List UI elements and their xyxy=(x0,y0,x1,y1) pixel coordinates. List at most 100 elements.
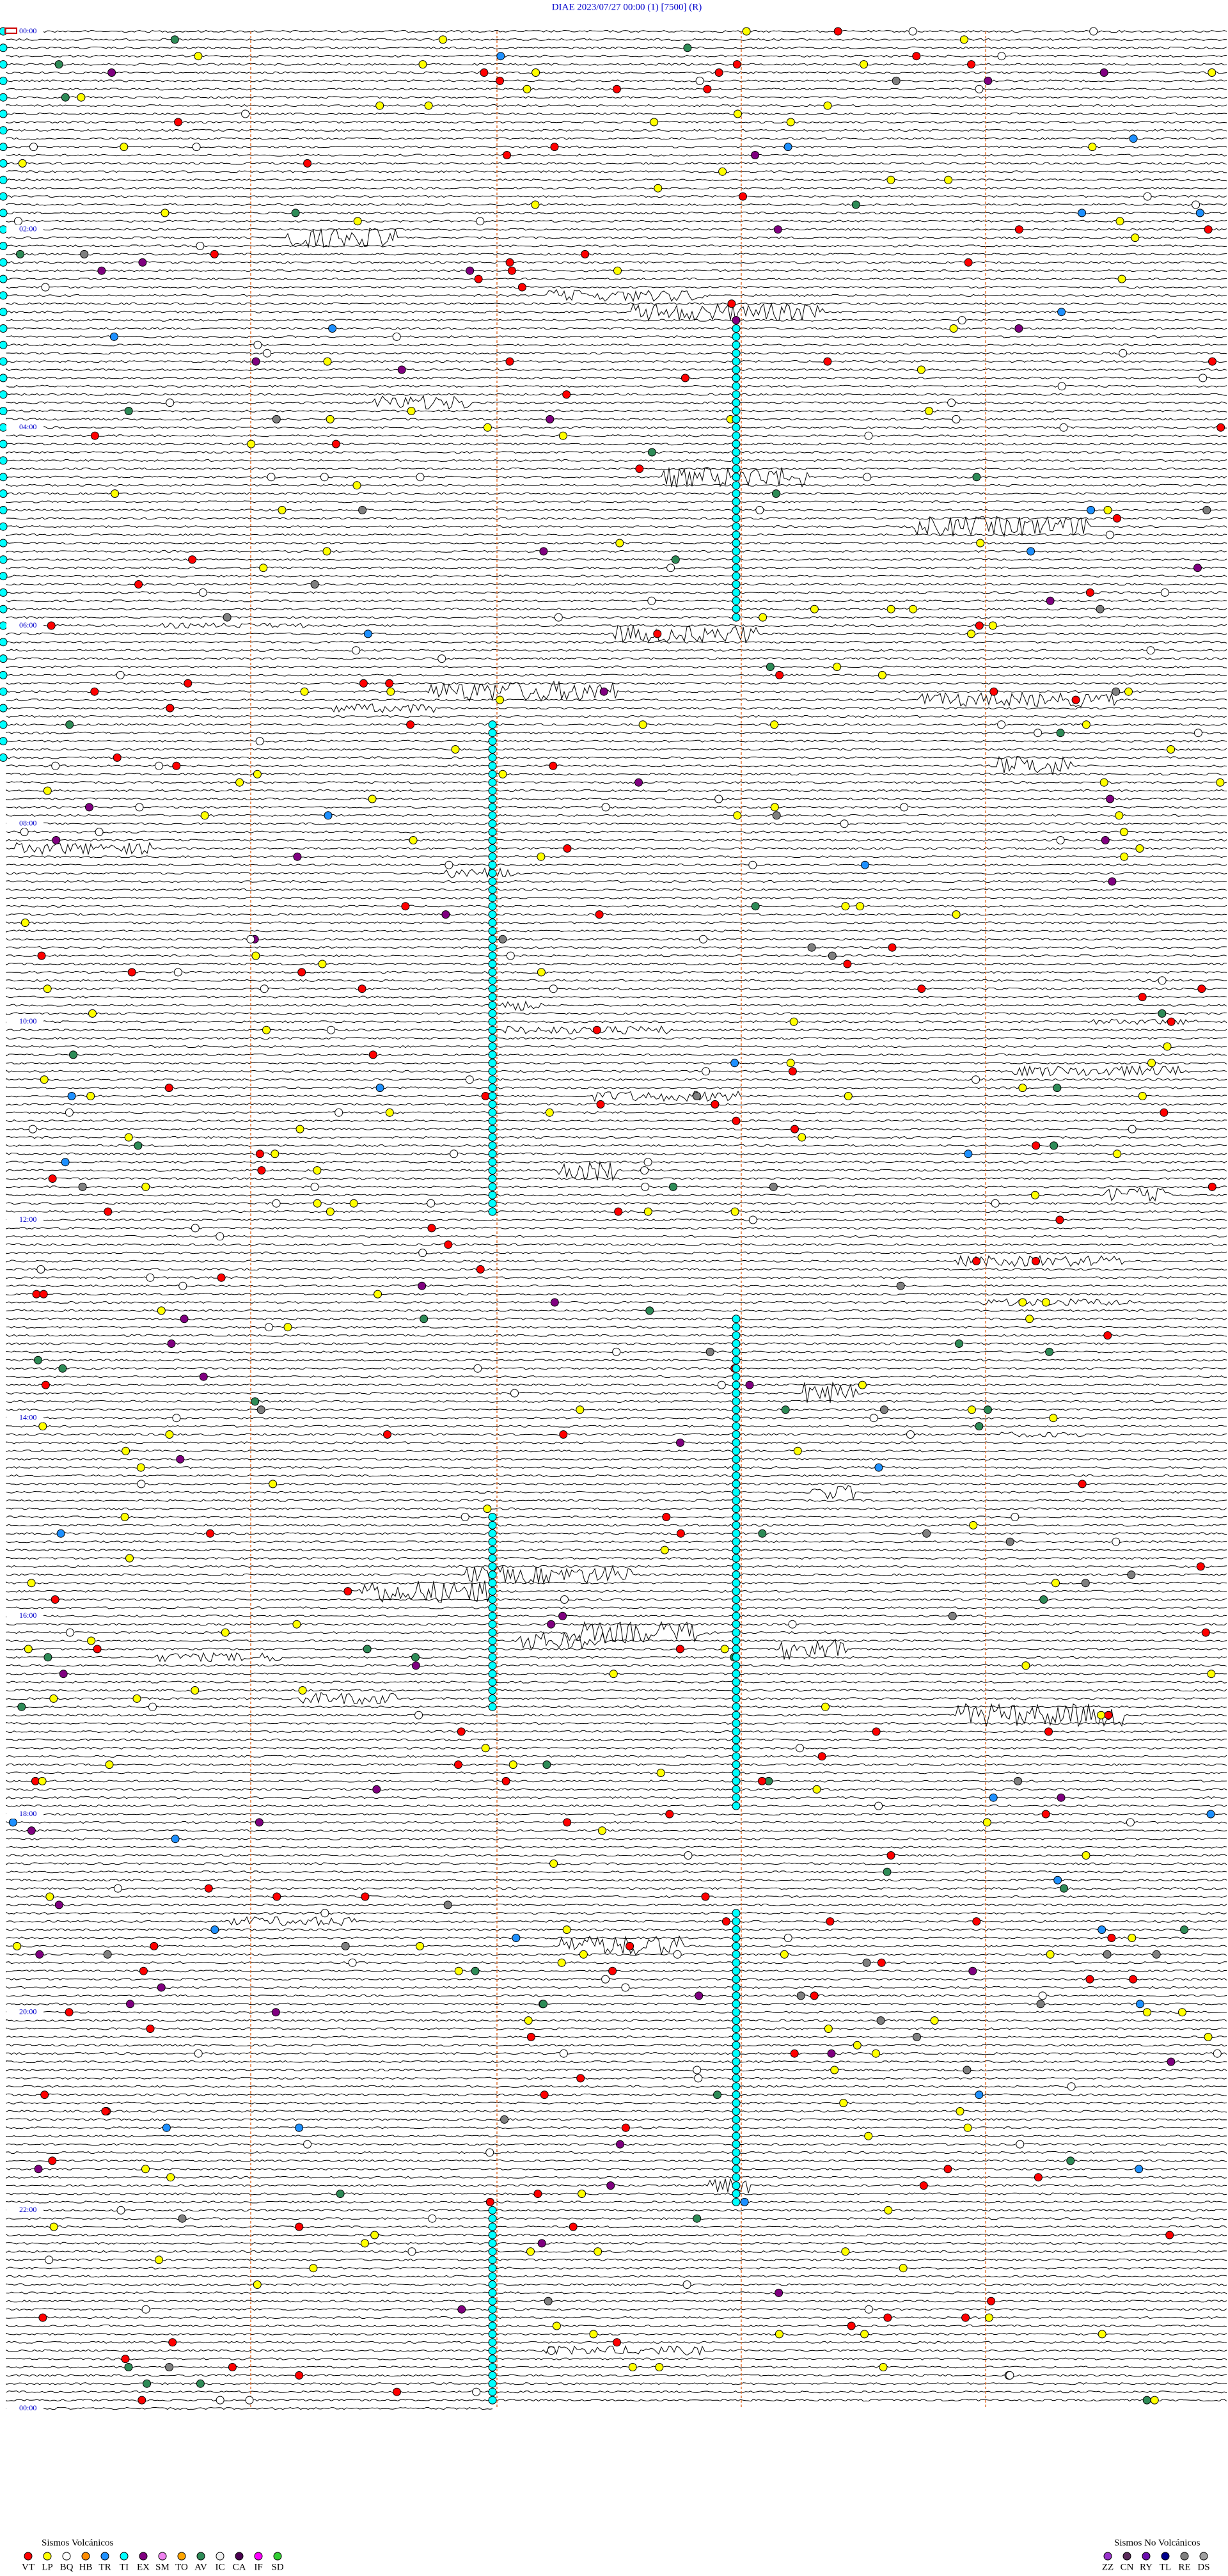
event-marker xyxy=(427,1199,436,1208)
event-marker xyxy=(1039,1595,1048,1604)
event-marker xyxy=(488,926,497,935)
time-label: 00:00 xyxy=(19,2403,36,2412)
event-marker xyxy=(196,242,205,250)
event-marker xyxy=(0,555,8,564)
event-marker xyxy=(621,1983,630,1992)
event-marker xyxy=(126,2000,134,2009)
event-marker xyxy=(0,242,8,250)
event-marker xyxy=(1193,729,1202,738)
legend-swatch xyxy=(24,2552,33,2561)
event-marker xyxy=(41,1380,50,1389)
event-marker xyxy=(732,1620,741,1629)
event-marker xyxy=(650,118,659,127)
event-marker xyxy=(732,1389,741,1398)
time-label: 22:00 xyxy=(19,2205,36,2214)
trace xyxy=(6,1994,1227,1998)
event-marker xyxy=(643,1207,652,1216)
event-marker xyxy=(43,984,52,993)
event-marker xyxy=(352,646,361,655)
event-marker xyxy=(888,943,897,952)
event-marker xyxy=(488,2321,497,2330)
event-marker xyxy=(488,720,497,729)
title: DIAE 2023/07/27 00:00 (1) [7500] (R) xyxy=(552,2,702,12)
event-marker xyxy=(732,390,741,399)
event-marker xyxy=(488,2313,497,2322)
event-marker xyxy=(843,960,852,968)
event-marker xyxy=(488,1611,497,1620)
event-marker xyxy=(732,1909,741,1918)
trace xyxy=(6,946,1227,949)
event-marker xyxy=(1119,828,1128,837)
event-marker xyxy=(733,811,742,820)
event-marker xyxy=(720,1645,729,1654)
event-marker xyxy=(655,2363,664,2371)
event-marker xyxy=(255,1818,264,1827)
event-marker xyxy=(326,415,335,423)
event-marker xyxy=(879,1405,888,1414)
event-marker xyxy=(416,1941,424,1950)
event-marker xyxy=(397,365,406,374)
event-marker xyxy=(1177,2008,1186,2017)
event-marker xyxy=(1099,778,1108,787)
event-marker xyxy=(549,761,558,770)
event-marker xyxy=(1056,836,1065,844)
event-marker xyxy=(480,68,489,77)
trace xyxy=(6,1160,1227,1164)
event-marker xyxy=(732,572,741,581)
event-marker xyxy=(466,266,475,275)
event-marker xyxy=(988,621,997,630)
event-marker xyxy=(508,1760,517,1769)
event-marker xyxy=(336,2190,345,2198)
trace xyxy=(6,2374,1227,2377)
event-marker xyxy=(597,1826,606,1835)
event-marker xyxy=(200,811,209,820)
trace xyxy=(6,376,1227,380)
trace xyxy=(6,46,1227,49)
trace xyxy=(6,442,1227,446)
event-marker xyxy=(1167,1017,1176,1026)
event-marker xyxy=(732,1505,741,1513)
time-label: 04:00 xyxy=(19,422,36,431)
event-marker xyxy=(732,1934,741,1942)
event-marker xyxy=(1066,2156,1075,2165)
label-bg xyxy=(6,1215,43,1224)
event-marker xyxy=(883,1867,892,1876)
event-marker xyxy=(488,1587,497,1596)
trace xyxy=(6,2126,1227,2130)
event-marker xyxy=(488,885,497,894)
event-marker xyxy=(596,1100,605,1109)
event-marker xyxy=(864,2131,873,2140)
trace xyxy=(6,797,1227,801)
trace xyxy=(6,1359,1227,1362)
event-marker xyxy=(488,935,497,944)
event-marker xyxy=(1005,1537,1014,1546)
event-marker xyxy=(141,2165,150,2174)
event-marker xyxy=(732,1711,741,1719)
event-marker xyxy=(975,1422,984,1431)
trace xyxy=(6,253,1227,256)
trace xyxy=(6,905,1227,908)
trace xyxy=(6,665,1227,668)
trace xyxy=(6,2176,1227,2179)
event-marker xyxy=(732,613,741,622)
event-marker xyxy=(173,968,182,977)
event-marker xyxy=(161,209,169,217)
event-marker xyxy=(352,481,361,490)
event-marker xyxy=(172,761,181,770)
event-marker xyxy=(759,613,767,622)
event-marker xyxy=(1055,1215,1064,1224)
event-marker xyxy=(331,439,340,448)
trace xyxy=(6,1691,1227,1705)
event-marker xyxy=(122,1446,130,1455)
trace xyxy=(6,418,1227,421)
trace xyxy=(6,1580,1227,1603)
event-marker xyxy=(1101,836,1110,844)
event-marker xyxy=(863,473,872,482)
event-marker xyxy=(45,2256,54,2264)
event-marker xyxy=(29,143,38,152)
event-marker xyxy=(517,283,526,292)
event-marker xyxy=(0,604,8,613)
event-marker xyxy=(732,1694,741,1703)
trace xyxy=(6,599,1227,603)
event-marker xyxy=(141,1182,150,1191)
